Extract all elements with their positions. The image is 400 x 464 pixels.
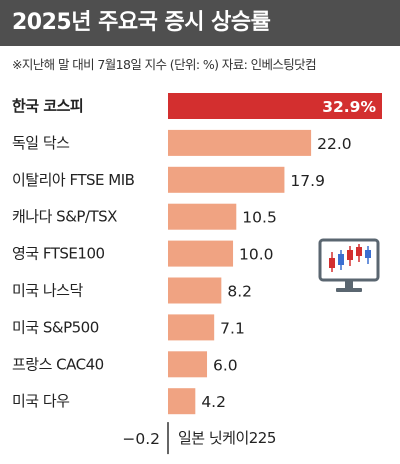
category-label: 미국 다우: [12, 392, 70, 410]
bar: [168, 240, 234, 267]
category-label: 한국 코스피: [12, 97, 83, 115]
value-label: 7.1: [220, 319, 245, 337]
category-label: 미국 S&P500: [12, 318, 99, 336]
category-label: 캐나다 S&P/TSX: [12, 208, 117, 226]
value-label: 4.2: [201, 393, 226, 411]
category-label: 일본 닛케이225: [178, 429, 276, 447]
category-label: 이탈리아 FTSE MIB: [12, 171, 135, 189]
category-label: 미국 나스닥: [12, 282, 83, 300]
value-label: 32.9%: [322, 98, 376, 116]
chart-subtitle: ※지난해 말 대비 7월18일 지수 (단위: %) 자료: 인베스팅닷컴: [12, 57, 317, 72]
value-label: 22.0: [317, 135, 352, 153]
category-label: 독일 닥스: [12, 134, 70, 152]
value-label: −0.2: [122, 430, 160, 448]
monitor-candlestick-icon: [318, 238, 380, 292]
bar: [168, 203, 237, 230]
bar: [168, 129, 312, 156]
category-label: 프랑스 CAC40: [12, 355, 104, 373]
value-label: 10.0: [239, 246, 274, 264]
value-label: 8.2: [227, 283, 252, 301]
bar: [168, 314, 215, 341]
value-label: 10.5: [242, 209, 277, 227]
bar: [168, 93, 382, 119]
category-label: 영국 FTSE100: [12, 245, 105, 263]
bar: [168, 277, 222, 304]
bar: [168, 351, 208, 378]
chart-title: 2025년 주요국 증시 상승률: [0, 0, 400, 46]
value-label: 6.0: [213, 356, 238, 374]
bar: [168, 388, 196, 415]
bar: [168, 166, 285, 193]
value-label: 17.9: [290, 172, 325, 190]
